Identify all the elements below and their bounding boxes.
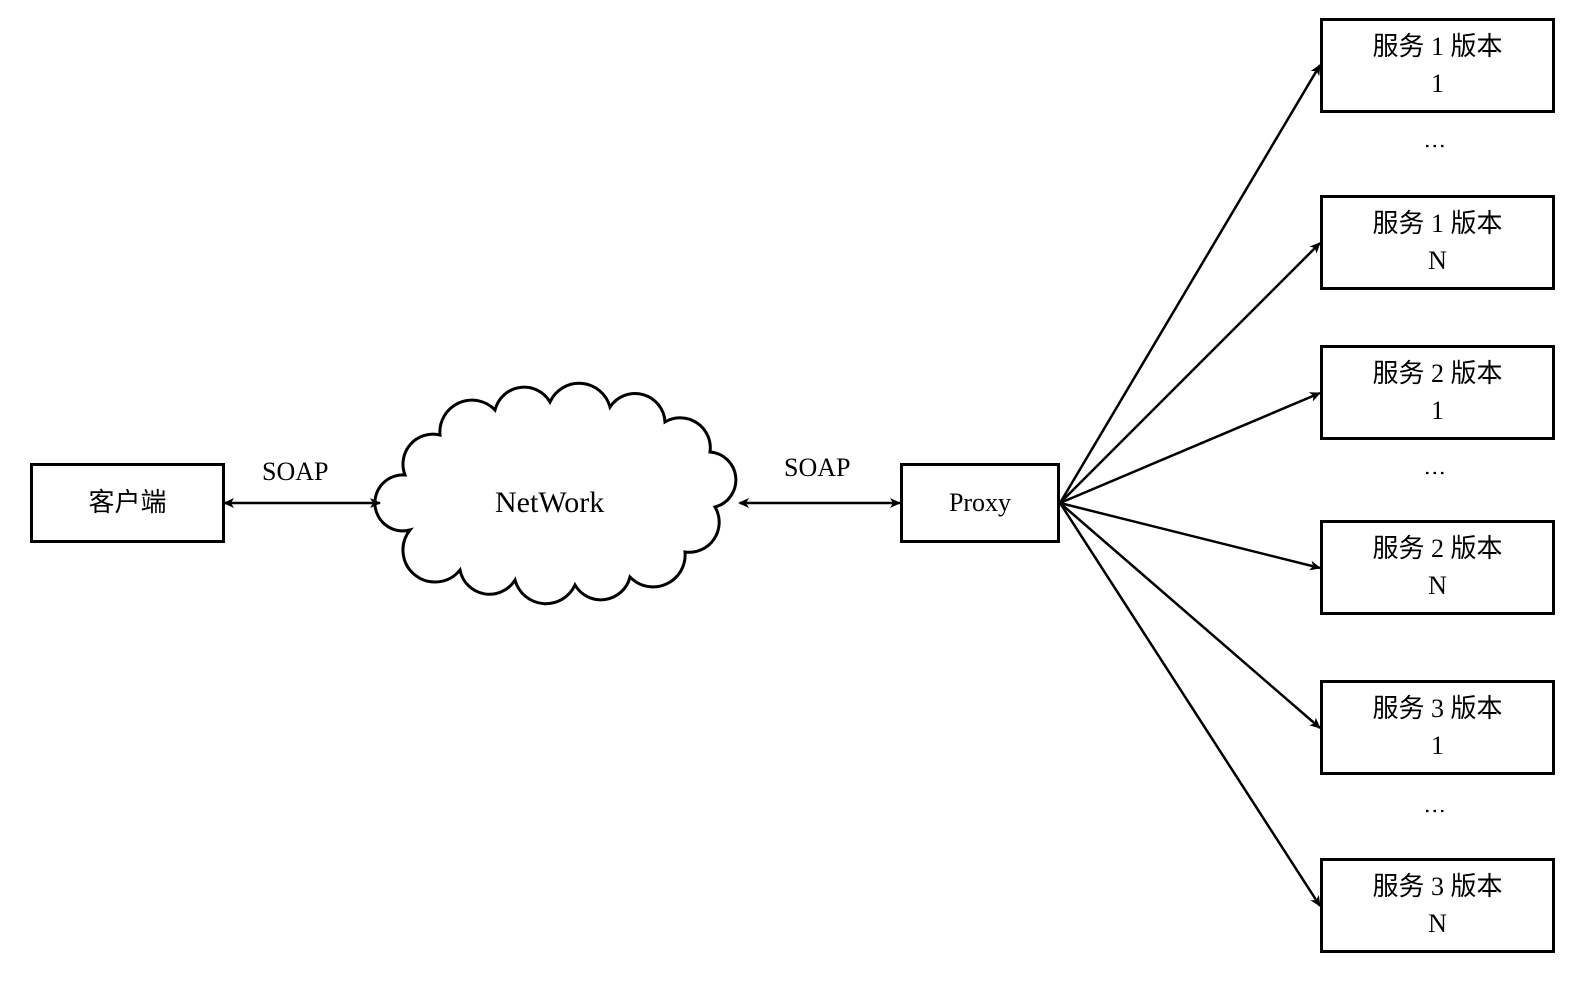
proxy-box: Proxy bbox=[900, 463, 1060, 543]
soap-label-1: SOAP bbox=[262, 457, 328, 487]
service-label: 服务 1 版本 N bbox=[1372, 206, 1502, 279]
service-2-vn-box: 服务 2 版本 N bbox=[1320, 520, 1555, 615]
service-3-v1-box: 服务 3 版本 1 bbox=[1320, 680, 1555, 775]
vdots-icon: ⋮ bbox=[1430, 800, 1439, 822]
service-label: 服务 3 版本 N bbox=[1372, 869, 1502, 942]
client-label: 客户端 bbox=[88, 485, 166, 521]
soap-label-2: SOAP bbox=[784, 453, 850, 483]
service-label: 服务 2 版本 1 bbox=[1372, 356, 1502, 429]
service-label: 服务 3 版本 1 bbox=[1372, 691, 1502, 764]
diagram-canvas bbox=[0, 0, 1595, 987]
vdots-icon: ⋮ bbox=[1430, 462, 1439, 484]
service-1-vn-box: 服务 1 版本 N bbox=[1320, 195, 1555, 290]
service-1-v1-box: 服务 1 版本 1 bbox=[1320, 18, 1555, 113]
service-label: 服务 2 版本 N bbox=[1372, 531, 1502, 604]
service-2-v1-box: 服务 2 版本 1 bbox=[1320, 345, 1555, 440]
network-label: NetWork bbox=[495, 486, 604, 520]
vdots-icon: ⋮ bbox=[1430, 135, 1439, 157]
proxy-label: Proxy bbox=[949, 485, 1011, 521]
client-box: 客户端 bbox=[30, 463, 225, 543]
service-label: 服务 1 版本 1 bbox=[1372, 29, 1502, 102]
service-3-vn-box: 服务 3 版本 N bbox=[1320, 858, 1555, 953]
